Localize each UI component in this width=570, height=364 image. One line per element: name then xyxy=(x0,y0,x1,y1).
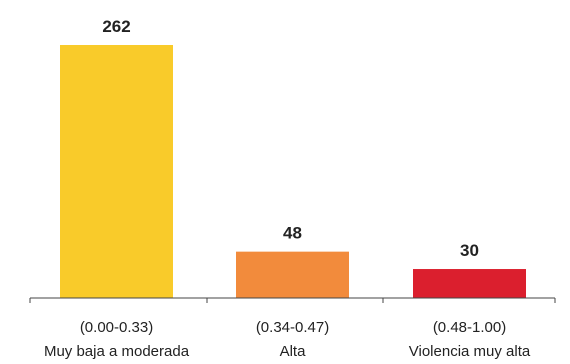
category-name-label-1: Alta xyxy=(280,343,307,360)
bar-0 xyxy=(60,45,173,298)
category-range-label-2: (0.48-1.00) xyxy=(433,319,506,336)
x-axis-ticks xyxy=(29,298,556,303)
category-name-label-0: Muy baja a moderada xyxy=(44,343,190,360)
category-range-label-0: (0.00-0.33) xyxy=(80,319,153,336)
category-range-label-1: (0.34-0.47) xyxy=(256,319,329,336)
value-label-2: 30 xyxy=(460,241,479,260)
value-label-1: 48 xyxy=(283,224,302,243)
bars-group xyxy=(60,45,526,298)
bar-2 xyxy=(413,269,526,298)
bar-1 xyxy=(236,251,349,298)
value-label-0: 262 xyxy=(102,17,130,36)
category-name-label-2: Violencia muy alta xyxy=(409,343,531,360)
labels-group: 262 (0.00-0.33) Muy baja a moderada 48 (0.34… xyxy=(44,17,531,360)
